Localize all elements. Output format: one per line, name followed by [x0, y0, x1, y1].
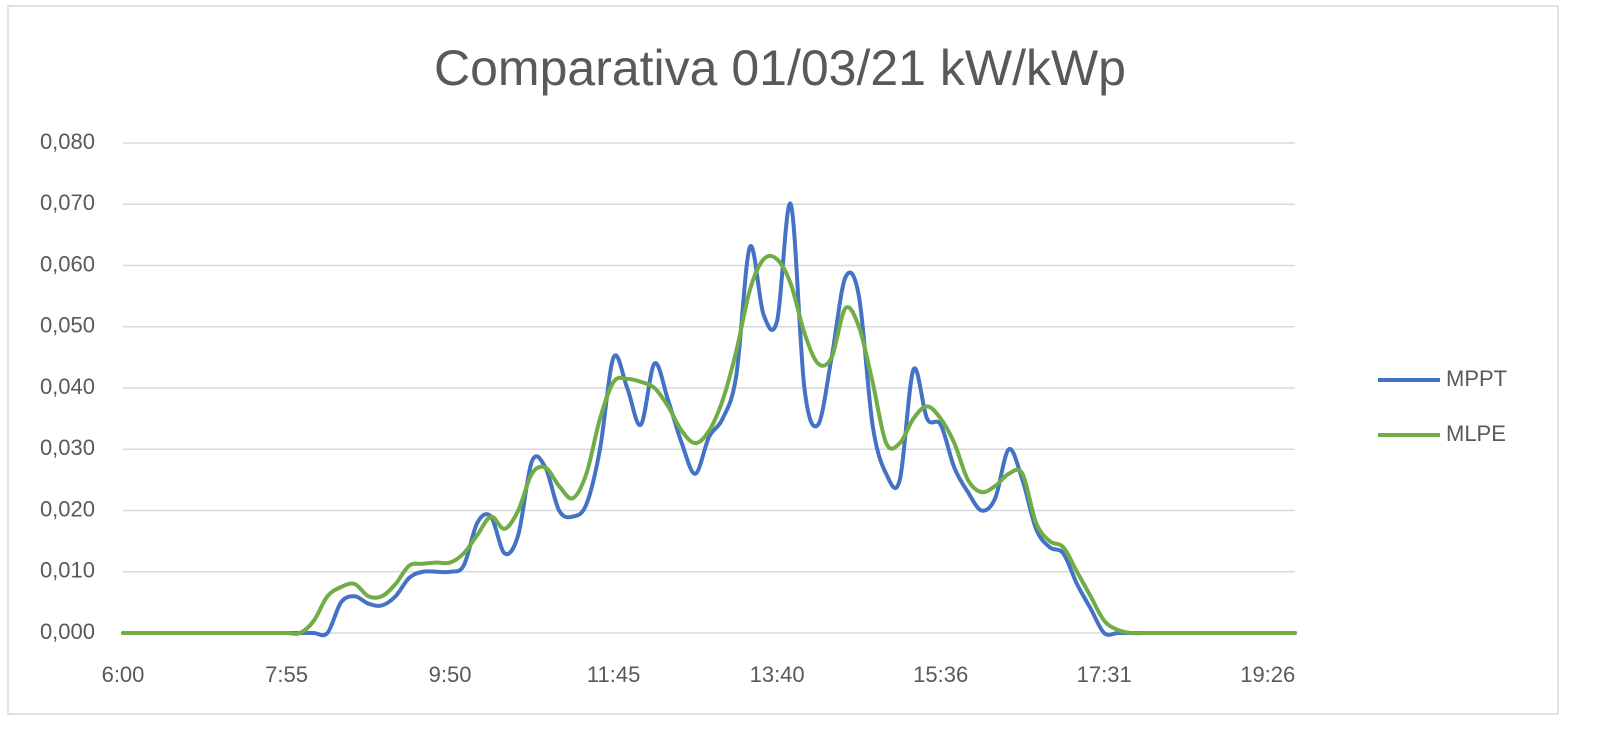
series-line: [121, 201, 1297, 638]
x-tick-label: 13:40: [750, 662, 805, 687]
y-tick-label: 0,010: [40, 558, 95, 583]
y-tick-label: 0,060: [40, 251, 95, 276]
x-tick-label: 6:00: [102, 662, 145, 687]
x-tick-label: 15:36: [913, 662, 968, 687]
y-tick-label: 0,050: [40, 313, 95, 338]
chart-border: [7, 5, 1559, 715]
x-tick-label: 17:31: [1077, 662, 1132, 687]
y-tick-label: 0,040: [40, 374, 95, 399]
x-tick-label: 19:26: [1240, 662, 1295, 687]
y-tick-label: 0,030: [40, 435, 95, 460]
y-tick-label: 0,080: [40, 129, 95, 154]
x-tick-label: 11:45: [587, 662, 640, 687]
y-tick-label: 0,000: [40, 619, 95, 644]
legend-label: MPPT: [1446, 366, 1507, 391]
x-tick-label: 7:55: [265, 662, 308, 687]
y-tick-label: 0,070: [40, 190, 95, 215]
chart-title: Comparativa 01/03/21 kW/kWp: [434, 40, 1126, 96]
x-tick-label: 9:50: [429, 662, 472, 687]
legend-label: MLPE: [1446, 421, 1506, 446]
series-line: [121, 253, 1297, 636]
y-tick-label: 0,020: [40, 496, 95, 521]
